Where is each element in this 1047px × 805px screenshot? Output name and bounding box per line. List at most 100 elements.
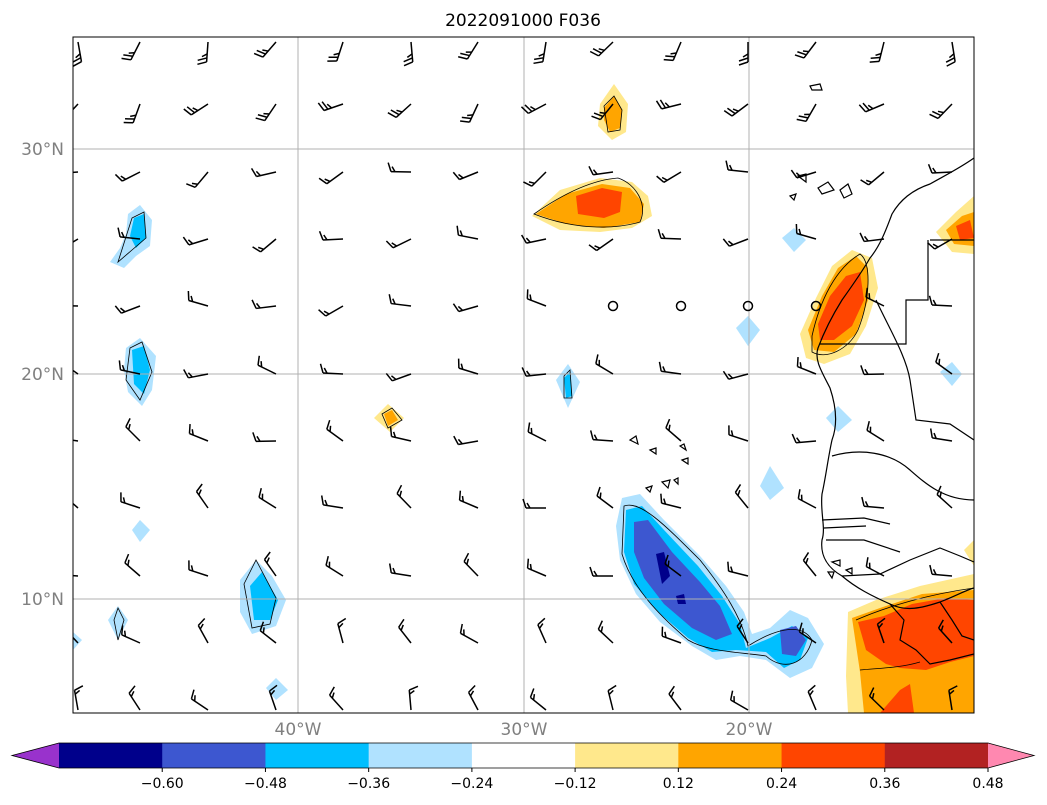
wind-barb — [56, 103, 79, 119]
wind-barb-feather — [56, 115, 65, 119]
wind-barb — [728, 425, 749, 442]
calm-circle-4 — [810, 300, 822, 312]
wind-barb-feather — [398, 618, 405, 628]
wind-barb — [73, 41, 83, 67]
map-title: 2022091000 F036 — [445, 11, 601, 31]
wind-barb — [325, 556, 344, 577]
wind-barb — [655, 99, 682, 110]
wind-barb-feather — [326, 419, 331, 430]
wind-barb-feather — [59, 168, 62, 173]
wind-barb-feather — [589, 50, 599, 57]
contour-36w — [381, 407, 403, 429]
wind-barb-feather — [798, 115, 809, 119]
wind-barb-feather — [56, 429, 58, 438]
colorbar-segment — [368, 743, 473, 768]
wind-barb-feather — [861, 496, 865, 507]
calm-circle-2 — [675, 300, 687, 312]
wind-barb-feather — [114, 305, 122, 314]
wind-barb-feather — [657, 228, 662, 239]
wind-barb — [255, 103, 277, 122]
wind-barb — [337, 617, 347, 644]
lon-label-40w: 40°W — [275, 720, 322, 740]
wind-barb-feather — [114, 173, 123, 182]
wind-barb-feather — [664, 631, 667, 638]
wind-barb-feather — [722, 238, 730, 247]
wind-barb — [252, 432, 277, 443]
wind-barb-feather — [257, 355, 261, 366]
wind-barb-feather — [867, 104, 874, 110]
contour-se — [855, 587, 974, 671]
wind-barb — [523, 171, 547, 187]
wind-barb-feather — [122, 497, 126, 504]
wind-barb-feather — [459, 623, 463, 634]
wind-barb — [527, 422, 547, 442]
wind-barb-feather — [197, 61, 207, 66]
wind-barb — [388, 294, 412, 307]
wind-barb-feather — [256, 49, 266, 55]
calm-circle-3 — [742, 300, 754, 312]
wind-barb — [452, 303, 479, 313]
wind-barb — [318, 305, 344, 317]
wind-barb-feather — [593, 112, 604, 118]
wind-barb-feather — [183, 369, 190, 379]
wind-barb-feather — [662, 366, 666, 373]
wind-barb-feather — [588, 165, 594, 176]
wind-barb — [589, 566, 613, 577]
wind-barb-feather — [737, 489, 741, 496]
wind-barb-feather — [198, 489, 202, 496]
wind-barb-feather — [655, 100, 663, 110]
wind-barb-feather — [324, 499, 328, 506]
coast-capeverde-4 — [680, 457, 689, 466]
border-ws-maur — [820, 240, 929, 345]
wind-barb-feather — [117, 227, 121, 238]
wind-barb-feather — [791, 433, 797, 444]
wind-barb-feather — [392, 298, 396, 305]
wind-barb-feather — [723, 110, 733, 117]
wind-barb — [656, 171, 682, 183]
wind-barb-feather — [598, 48, 605, 52]
contour-w20 — [125, 341, 153, 401]
wind-barb-feather — [593, 570, 598, 577]
wind-barb-feather — [878, 622, 884, 629]
wind-barb-feather — [797, 489, 801, 499]
wind-barb-feather — [936, 485, 942, 495]
wind-barb — [869, 41, 885, 63]
wind-barb-feather — [74, 685, 84, 691]
wind-barb-feather — [665, 418, 671, 429]
wind-barb-feather — [670, 691, 675, 698]
wind-barb-feather — [326, 103, 333, 109]
wind-barb-feather — [529, 294, 532, 301]
wind-barb — [318, 171, 344, 185]
wind-barb-feather — [263, 551, 271, 561]
contours — [113, 95, 974, 671]
pos-ne-corner-hot — [956, 220, 974, 240]
wind-barb — [268, 684, 278, 711]
wind-barb — [865, 557, 885, 577]
wind-barb-feather — [664, 102, 670, 108]
wind-barb-feather — [74, 689, 81, 695]
wind-barb — [259, 621, 277, 644]
wind-barb-feather — [255, 117, 266, 122]
wind-barb — [526, 558, 547, 577]
wind-barb-feather — [461, 116, 472, 120]
wind-barb — [936, 485, 953, 509]
wind-barb-feather — [796, 118, 807, 123]
wind-barb — [56, 429, 79, 442]
border-guinea — [841, 547, 974, 577]
wind-barb-feather — [406, 53, 413, 58]
wind-barb — [796, 356, 817, 375]
wind-barb — [520, 103, 547, 115]
wind-barb-feather — [864, 368, 869, 375]
wind-barb-feather — [790, 169, 798, 179]
wind-barb-feather — [734, 484, 742, 493]
pos-e-12n — [964, 540, 974, 566]
wind-barb — [794, 41, 817, 59]
wind-barb-feather — [805, 557, 809, 564]
wind-barb-feather — [927, 242, 936, 250]
wind-barb — [463, 552, 479, 577]
coast-canary-1 — [817, 181, 835, 195]
wind-barb-feather — [59, 570, 62, 575]
wind-barb — [797, 489, 817, 509]
wind-barb-feather — [809, 690, 814, 696]
wind-barb-feather — [463, 552, 470, 562]
